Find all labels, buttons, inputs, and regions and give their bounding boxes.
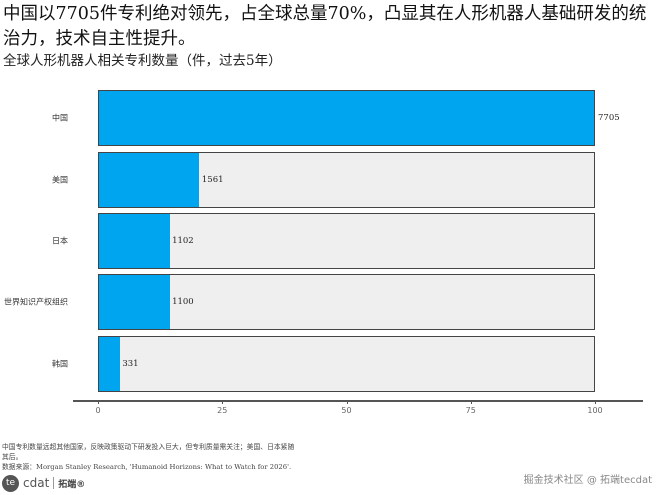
footnote-line-2: 其后。 xyxy=(2,453,23,461)
logo-circle-icon: te xyxy=(2,474,19,492)
x-tick-label: 100 xyxy=(587,406,603,415)
footnote-line-1: 中国专利数量远超其他国家，反映政策驱动下研发投入巨大，但专利质量需关注；美国、日… xyxy=(2,443,295,451)
x-tick xyxy=(595,400,596,404)
x-tick-label: 25 xyxy=(217,406,228,415)
category-label: 美国 xyxy=(52,175,68,185)
value-label: 1102 xyxy=(172,236,194,246)
x-tick xyxy=(470,400,472,404)
value-label: 7705 xyxy=(598,113,620,123)
bar-fill xyxy=(99,91,594,145)
value-label: 1100 xyxy=(172,297,194,307)
bar-fill xyxy=(99,214,170,268)
x-tick-label: 0 xyxy=(95,406,101,415)
bar-track xyxy=(98,213,595,269)
logo-text: cdat xyxy=(23,476,50,490)
x-tick xyxy=(222,400,224,404)
watermark: 掘金技术社区 @ 拓端tecdat xyxy=(523,475,652,486)
x-tick xyxy=(98,400,99,404)
x-axis-line xyxy=(73,400,643,402)
x-tick-label: 50 xyxy=(341,406,352,415)
bar-track xyxy=(98,336,595,392)
bar-track xyxy=(98,90,595,146)
bar-fill xyxy=(99,337,121,391)
tecdat-logo: te cdat 拓端® xyxy=(2,474,85,492)
headline: 中国以7705件专利绝对领先，占全球总量70%，凸显其在人形机器人基础研发的统治… xyxy=(3,4,647,49)
x-tick xyxy=(346,400,348,404)
category-label: 韩国 xyxy=(52,359,68,369)
value-label: 1561 xyxy=(201,175,224,185)
chart-title: 全球人形机器人相关专利数量（件，过去5年） xyxy=(3,53,282,69)
logo-divider xyxy=(53,477,55,489)
value-label: 331 xyxy=(122,359,139,369)
bar-track xyxy=(98,152,595,208)
source-note: 数据来源：Morgan Stanley Research, 'Humanoid … xyxy=(2,463,292,471)
category-label: 中国 xyxy=(52,113,68,123)
bar-fill xyxy=(99,153,200,207)
bar-track xyxy=(98,274,595,330)
logo-cn: 拓端® xyxy=(58,479,86,490)
category-label: 世界知识产权组织 xyxy=(4,297,68,307)
x-tick-label: 75 xyxy=(465,406,476,415)
category-label: 日本 xyxy=(52,236,68,246)
bar-fill xyxy=(99,275,170,329)
